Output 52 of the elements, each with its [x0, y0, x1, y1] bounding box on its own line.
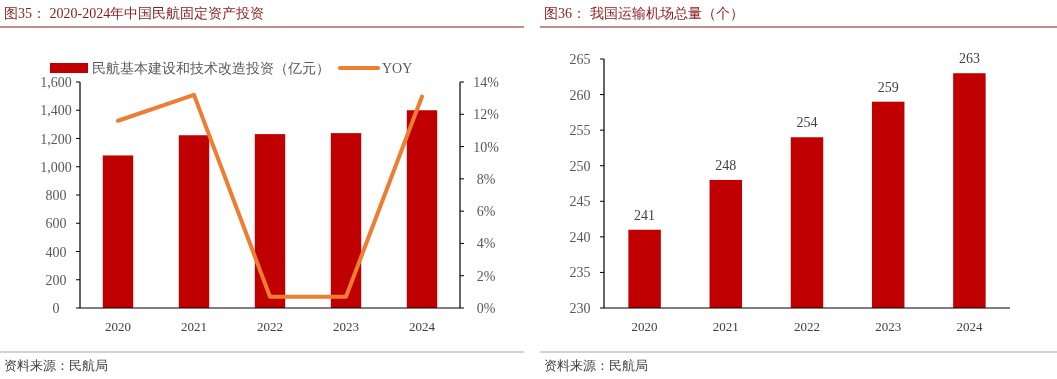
- x-tick-label: 2022: [257, 319, 283, 334]
- x-tick-label: 2024: [956, 319, 983, 334]
- x-tick-label: 2021: [181, 319, 207, 334]
- y-tick-label: 600: [45, 216, 67, 232]
- x-tick-label: 2022: [794, 319, 820, 334]
- y-tick-label: 230: [569, 301, 591, 316]
- chart-title: 图35： 2020-2024年中国民航固定资产投资: [4, 6, 265, 21]
- bar: [254, 134, 286, 308]
- chart-title: 图36： 我国运输机场总量（个）: [544, 6, 744, 21]
- y-tick-label: 1,200: [40, 131, 72, 147]
- y-tick-label: 260: [569, 87, 591, 103]
- y-tick-label: 1,000: [40, 159, 72, 175]
- y2-tick-label: 0%: [476, 301, 496, 316]
- data-label: 241: [634, 207, 656, 223]
- x-tick-label: 2024: [409, 319, 436, 334]
- text: 资料来源：民航局: [544, 358, 648, 373]
- y-tick-label: 250: [569, 158, 591, 174]
- data-label: 248: [715, 157, 737, 173]
- text: 资料来源：民航局: [4, 358, 108, 373]
- y2-tick-label: 10%: [473, 139, 500, 155]
- y2-tick-label: 6%: [476, 204, 496, 220]
- legend-label: YOY: [382, 61, 413, 76]
- legend-label: 民航基本建设和技术改造投资（亿元）: [92, 61, 330, 76]
- y-tick-label: 240: [569, 229, 591, 245]
- data-label: 254: [796, 115, 818, 131]
- y-tick-label: 255: [569, 123, 591, 139]
- y-tick-label: 400: [45, 244, 67, 260]
- y-tick-label: 1,400: [40, 103, 72, 119]
- x-tick-label: 2023: [333, 319, 359, 334]
- data-label: 263: [958, 51, 980, 67]
- y-tick-label: 245: [569, 194, 591, 210]
- bar: [330, 133, 362, 308]
- x-tick-label: 2023: [875, 319, 902, 334]
- bar: [406, 110, 438, 308]
- y-tick-label: 265: [569, 52, 591, 67]
- y-tick-label: 235: [569, 265, 591, 281]
- x-tick-label: 2020: [631, 319, 658, 334]
- data-label: 259: [877, 79, 899, 95]
- y2-tick-label: 14%: [473, 75, 500, 90]
- bar: [178, 135, 210, 308]
- y2-tick-label: 8%: [476, 171, 496, 187]
- y2-tick-label: 12%: [473, 107, 500, 123]
- x-tick-label: 2020: [105, 319, 131, 334]
- y2-tick-label: 4%: [476, 236, 496, 252]
- y-tick-label: 0: [52, 301, 60, 316]
- y-tick-label: 1,600: [40, 75, 72, 90]
- bar: [102, 155, 134, 308]
- y2-tick-label: 2%: [476, 268, 496, 284]
- x-tick-label: 2021: [712, 319, 739, 334]
- line-series: [116, 92, 424, 299]
- y-tick-label: 200: [45, 272, 67, 288]
- y-tick-label: 800: [45, 188, 67, 203]
